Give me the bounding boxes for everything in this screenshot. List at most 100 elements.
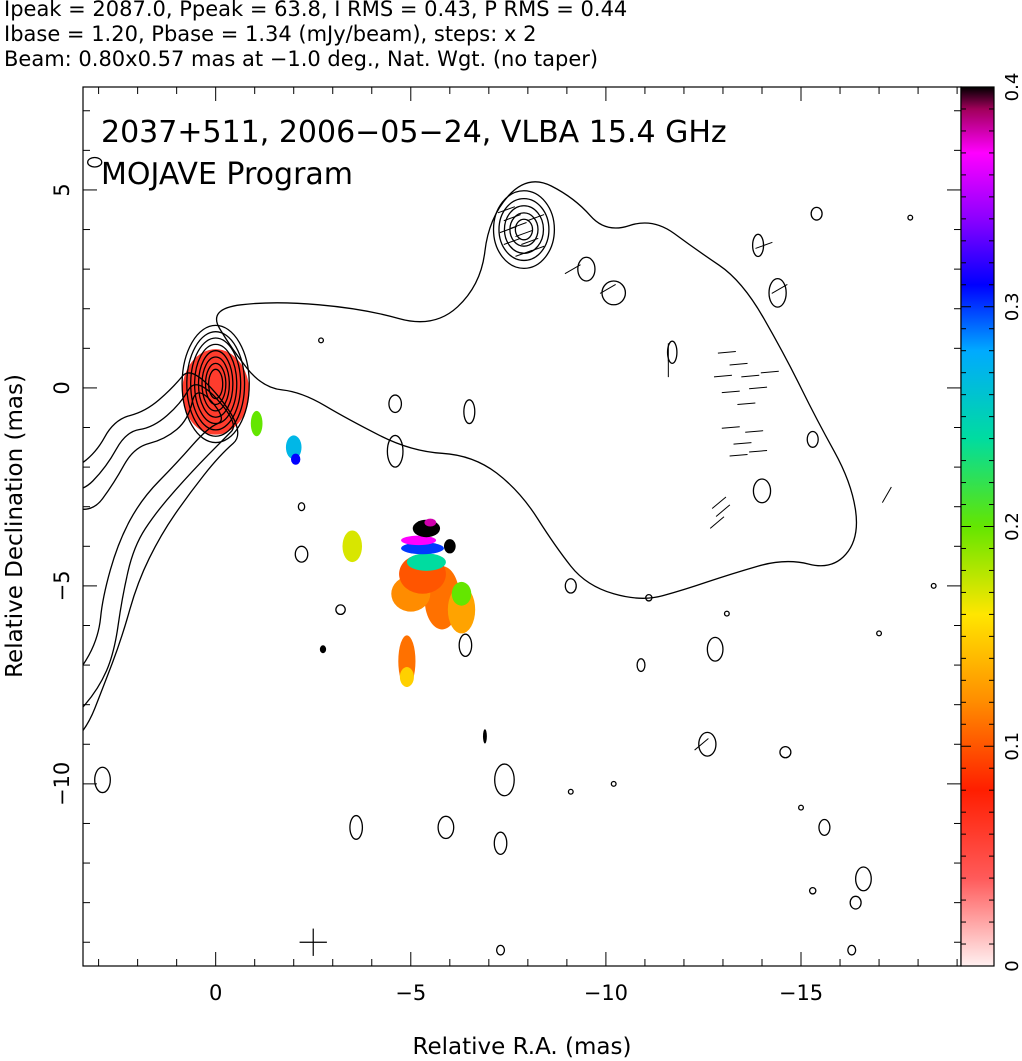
noise-contour bbox=[698, 731, 717, 757]
outer-contour bbox=[215, 181, 858, 599]
noise-contour bbox=[849, 895, 862, 910]
polarization-patch bbox=[290, 453, 301, 465]
polarization-patch bbox=[342, 530, 363, 563]
noise-contour bbox=[810, 206, 823, 221]
beam-marker bbox=[299, 928, 327, 956]
noise-contour bbox=[847, 944, 857, 956]
noise-contour bbox=[564, 578, 577, 594]
noise-contour bbox=[751, 233, 765, 258]
noise-contour bbox=[388, 394, 403, 414]
evpa-vector bbox=[717, 351, 736, 354]
polarization-patch bbox=[399, 667, 414, 687]
header-line-1: Ipeak = 2087.0, Ppeak = 63.8, I RMS = 0.… bbox=[4, 0, 628, 21]
y-axis-label: Relative Declination (mas) bbox=[2, 374, 28, 678]
noise-contour bbox=[494, 763, 515, 797]
core-contour bbox=[186, 331, 246, 437]
evpa-vector bbox=[749, 386, 768, 390]
evpa-vector bbox=[497, 206, 516, 214]
chart-subtitle: MOJAVE Program bbox=[101, 157, 353, 192]
axes: 0 −5 −10 −15 5 0 −5 −10 bbox=[50, 87, 961, 1005]
polarization-patch bbox=[319, 645, 327, 654]
x-axis-label: Relative R.A. (mas) bbox=[413, 1034, 632, 1060]
polarization-patch bbox=[443, 539, 456, 554]
colorbar: 0 0.1 0.2 0.3 0.4 bbox=[960, 73, 1022, 972]
evpa-vector bbox=[721, 426, 740, 429]
y-tick-label: −5 bbox=[50, 570, 74, 601]
noise-contour bbox=[349, 814, 364, 840]
noise-contour bbox=[876, 630, 883, 637]
y-tick-label: 5 bbox=[50, 183, 74, 196]
noise-contour bbox=[930, 582, 937, 589]
polarization-patch bbox=[182, 349, 250, 435]
noise-contour bbox=[706, 636, 724, 662]
header-line-2: Ibase = 1.20, Pbase = 1.34 (mJy/beam), s… bbox=[4, 22, 537, 46]
noise-contour bbox=[768, 277, 787, 308]
noise-contour bbox=[294, 545, 309, 563]
knot-contour bbox=[514, 218, 534, 241]
evpa-vector bbox=[713, 374, 732, 378]
noise-contour bbox=[458, 633, 473, 658]
y-tick-label: −10 bbox=[50, 762, 74, 806]
x-tick-label: −10 bbox=[584, 981, 628, 1005]
evpa-vector bbox=[709, 516, 725, 529]
colorbar-tick-label: 0.3 bbox=[1002, 292, 1022, 321]
evpa-vector bbox=[515, 229, 533, 238]
colorbar-tick-label: 0.1 bbox=[1002, 732, 1022, 761]
y-tick-label: 0 bbox=[50, 381, 74, 394]
core-contour bbox=[201, 356, 230, 412]
polarization-patch bbox=[285, 435, 302, 460]
noise-contour bbox=[437, 815, 455, 840]
x-tick-label: 0 bbox=[209, 981, 222, 1005]
noise-contour bbox=[87, 156, 103, 168]
polarization-patch bbox=[406, 553, 446, 571]
polarization-patch bbox=[401, 535, 437, 546]
polarization-patch bbox=[482, 729, 487, 744]
polarization-patch bbox=[424, 518, 437, 527]
noise-contour bbox=[386, 434, 404, 468]
polarization-patch bbox=[451, 581, 472, 606]
evpa-vector bbox=[755, 241, 773, 249]
evpa-vector bbox=[721, 390, 740, 394]
x-tick-label: −5 bbox=[395, 981, 426, 1005]
evpa-vector bbox=[733, 442, 752, 445]
jet-contour bbox=[83, 392, 223, 666]
noise-contour bbox=[577, 256, 596, 282]
noise-contour bbox=[907, 214, 914, 221]
noise-contour bbox=[335, 604, 346, 616]
evpa-vector bbox=[741, 374, 760, 378]
noise-contour bbox=[636, 658, 646, 673]
noise-contour bbox=[297, 502, 306, 512]
noise-contour bbox=[318, 337, 325, 344]
noise-contour bbox=[798, 804, 805, 811]
polarization-image bbox=[182, 349, 487, 744]
evpa-vector bbox=[564, 264, 581, 275]
evpa-vector bbox=[760, 370, 779, 374]
evpa-vector bbox=[745, 430, 764, 433]
x-tick-label: −15 bbox=[779, 981, 823, 1005]
noise-contour bbox=[666, 340, 678, 365]
header-line-3: Beam: 0.80x0.57 mas at −1.0 deg., Nat. W… bbox=[4, 47, 599, 71]
core-contour bbox=[197, 350, 234, 418]
noise-contour bbox=[495, 944, 506, 956]
jet-contour bbox=[83, 372, 239, 732]
chart-title: 2037+511, 2006−05−24, VLBA 15.4 GHz bbox=[101, 115, 727, 150]
noise-contour bbox=[752, 478, 772, 504]
noise-contour bbox=[723, 610, 730, 617]
core-contour bbox=[204, 362, 227, 406]
evpa-vector bbox=[503, 214, 521, 222]
noise-contour bbox=[808, 886, 817, 895]
evpa-vector bbox=[515, 249, 533, 257]
evpa-vector bbox=[729, 453, 748, 457]
noise-contour bbox=[779, 745, 792, 759]
jet-contour bbox=[83, 384, 235, 708]
noise-contour bbox=[567, 788, 574, 795]
evpa-vector bbox=[503, 237, 521, 245]
noise-contour bbox=[806, 430, 819, 448]
core-contour bbox=[181, 324, 250, 444]
evpa-vectors bbox=[497, 206, 892, 751]
knot-contour bbox=[498, 198, 550, 262]
evpa-vector bbox=[499, 225, 517, 234]
evpa-vector bbox=[771, 283, 788, 294]
total-intensity-contours bbox=[83, 156, 937, 956]
